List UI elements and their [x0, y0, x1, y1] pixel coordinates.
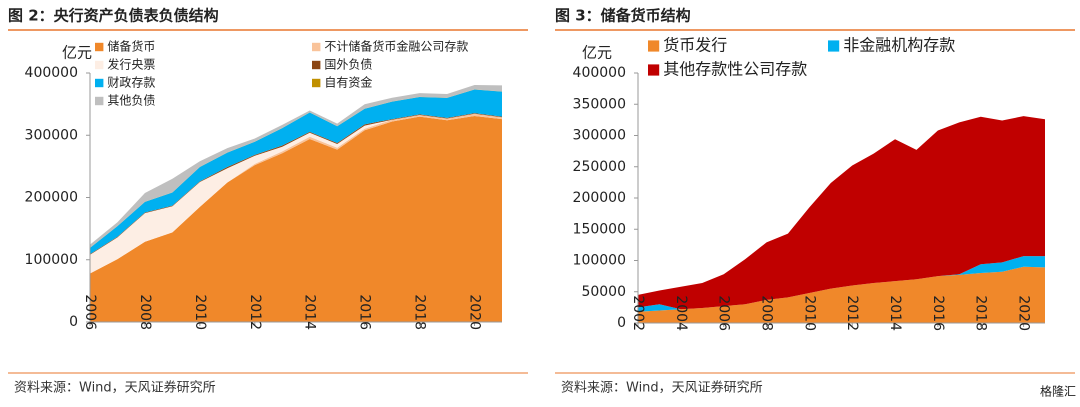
x-tick-label: 2020 [467, 294, 483, 330]
legend-swatch [312, 78, 321, 88]
legend-label: 其他负债 [107, 94, 155, 108]
chart-title: 图 3：储备货币结构 [555, 7, 691, 25]
source: 资料来源：Wind，天风证券研究所 [561, 380, 763, 396]
y-tick-label: 150000 [573, 221, 626, 237]
y-tick-label: 0 [617, 315, 626, 331]
chart-title: 图 2：央行资产负债表负债结构 [8, 7, 219, 25]
legend-swatch [648, 40, 660, 52]
area-series [90, 113, 502, 274]
area-series [638, 116, 1045, 310]
legend-swatch [312, 60, 321, 70]
y-tick-label: 100000 [573, 253, 626, 269]
x-tick-label: 2014 [302, 294, 318, 330]
legend-swatch [648, 64, 660, 76]
x-tick-label: 2012 [844, 295, 860, 331]
y-tick-label: 350000 [573, 96, 626, 112]
y-tick-label: 50000 [581, 284, 626, 300]
legend-label: 非金融机构存款 [843, 36, 955, 55]
x-tick-label: 2014 [887, 295, 903, 331]
legend-label: 自有资金 [324, 75, 372, 90]
y-tick-label: 400000 [25, 65, 78, 81]
legend-label: 储备货币 [107, 39, 155, 54]
legend-swatch [95, 96, 104, 106]
y-tick-label: 250000 [573, 159, 626, 175]
legend-label: 不计储备货币金融公司存款 [324, 39, 468, 54]
y-unit: 亿元 [582, 44, 612, 62]
x-tick-label: 2010 [192, 294, 208, 330]
y-tick-label: 300000 [573, 128, 626, 144]
legend-swatch [95, 78, 104, 88]
x-tick-label: 2002 [630, 295, 646, 331]
x-tick-label: 2016 [930, 295, 946, 331]
y-tick-label: 200000 [573, 190, 626, 206]
y-tick-label: 0 [69, 314, 78, 330]
y-tick-label: 400000 [573, 65, 626, 81]
x-tick-label: 2006 [716, 295, 732, 331]
x-tick-label: 2006 [82, 294, 98, 330]
legend-label: 财政存款 [107, 76, 155, 90]
y-unit: 亿元 [62, 44, 92, 62]
area-series [638, 266, 1045, 323]
legend-swatch [828, 40, 840, 52]
legend-swatch [95, 42, 104, 52]
y-tick-label: 100000 [25, 252, 78, 268]
x-tick-label: 2004 [673, 295, 689, 331]
legend-label: 其他存款性公司存款 [663, 60, 807, 79]
legend-swatch [95, 60, 104, 70]
y-tick-label: 200000 [25, 190, 78, 206]
x-tick-label: 2018 [973, 295, 989, 331]
source: 资料来源：Wind，天风证券研究所 [14, 380, 216, 396]
y-tick-label: 300000 [25, 127, 78, 143]
watermark: 格隆汇 [1040, 384, 1076, 399]
x-tick-label: 2008 [759, 295, 775, 331]
x-tick-label: 2018 [412, 294, 428, 330]
legend-label: 货币发行 [663, 36, 727, 55]
x-tick-label: 2012 [247, 294, 263, 330]
area-series [90, 89, 502, 255]
legend-label: 发行央票 [107, 57, 155, 72]
x-tick-label: 2016 [357, 294, 373, 330]
x-tick-label: 2008 [137, 294, 153, 330]
x-tick-label: 2020 [1016, 295, 1032, 331]
x-tick-label: 2010 [801, 295, 817, 331]
legend-label: 国外负债 [324, 58, 372, 72]
legend-swatch [312, 42, 321, 52]
area-series [90, 115, 502, 322]
